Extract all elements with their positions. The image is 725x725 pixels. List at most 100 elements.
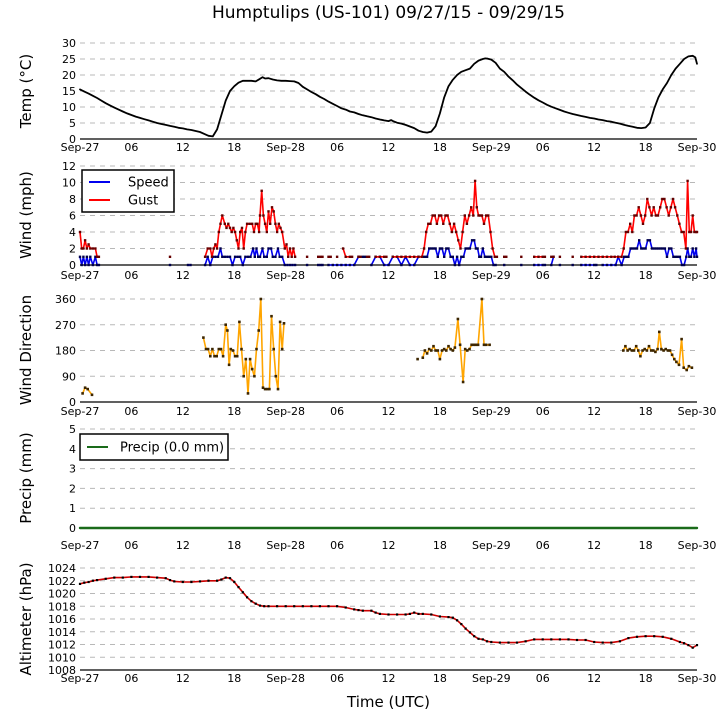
x-tick-label: Sep-30	[678, 672, 717, 685]
y-tick-label: 5	[69, 423, 76, 436]
x-tick-label: Sep-30	[678, 539, 717, 552]
y-tick-label: 2	[69, 243, 76, 256]
wind_direction-line	[81, 298, 693, 396]
y-tick-label: 10	[62, 101, 76, 114]
x-tick-label: 06	[124, 405, 138, 418]
xlabel-time-utc: Time (UTC)	[347, 693, 430, 711]
x-tick-label: Sep-30	[678, 269, 717, 282]
x-tick-label: 18	[639, 405, 653, 418]
x-tick-label: 12	[587, 672, 601, 685]
y-tick-label: 20	[62, 69, 76, 82]
x-tick-label: 06	[536, 141, 550, 154]
x-tick-label: 06	[330, 539, 344, 552]
ylabel-wind-direction: Wind Direction	[17, 294, 35, 406]
x-tick-label: 18	[639, 539, 653, 552]
x-tick-label: Sep-28	[266, 405, 305, 418]
x-tick-label: Sep-29	[472, 539, 511, 552]
x-tick-label: 12	[587, 141, 601, 154]
y-tick-label: 90	[62, 370, 76, 383]
x-tick-label: 12	[176, 141, 190, 154]
x-tick-label: Sep-28	[266, 141, 305, 154]
x-tick-label: Sep-30	[678, 141, 717, 154]
x-tick-label: 18	[639, 269, 653, 282]
x-tick-label: 12	[176, 269, 190, 282]
y-tick-label: 0	[69, 396, 76, 409]
x-tick-label: Sep-27	[61, 672, 100, 685]
panel-wind_direction: 0 90 180 270 360 Sep-27 06 12 18 Sep-28 06 12 18 Sep-…	[55, 293, 716, 418]
altimeter-markers	[78, 575, 699, 649]
y-tick-label: 8	[69, 193, 76, 206]
y-tick-label: 270	[55, 319, 76, 332]
y-tick-label: 0	[69, 259, 76, 272]
y-tick-label: 1024	[48, 562, 76, 575]
x-tick-label: 18	[227, 141, 241, 154]
chart-title: Humptulips (US-101) 09/27/15 - 09/29/15	[212, 3, 565, 23]
y-tick-label: 360	[55, 293, 76, 306]
precip-legend: Precip (0.0 mm)	[79, 433, 229, 461]
temp-line	[79, 54, 698, 138]
x-tick-label: Sep-27	[61, 405, 100, 418]
x-tick-label: 06	[330, 405, 344, 418]
y-tick-label: 0	[69, 133, 76, 146]
x-tick-label: 06	[124, 672, 138, 685]
y-tick-label: 10	[62, 177, 76, 190]
x-tick-label: 06	[330, 269, 344, 282]
x-tick-label: 06	[536, 539, 550, 552]
y-tick-label: 30	[62, 37, 76, 50]
x-tick-label: Sep-29	[472, 141, 511, 154]
y-tick-label: 1014	[48, 626, 76, 639]
ylabel-temp: Temp (°C)	[17, 53, 35, 129]
wind_direction-markers	[81, 297, 694, 397]
legend-box	[81, 169, 175, 213]
x-tick-label: Sep-29	[472, 405, 511, 418]
x-tick-label: 06	[536, 269, 550, 282]
x-tick-label: 18	[639, 141, 653, 154]
y-tick-label: 180	[55, 345, 76, 358]
y-tick-label: 15	[62, 85, 76, 98]
y-tick-label: 12	[62, 160, 76, 173]
wind-line	[79, 239, 698, 266]
x-tick-label: 12	[587, 269, 601, 282]
x-tick-label: 06	[124, 539, 138, 552]
x-tick-label: 06	[536, 672, 550, 685]
x-tick-label: 12	[176, 539, 190, 552]
x-tick-label: 18	[639, 672, 653, 685]
x-tick-label: 12	[176, 672, 190, 685]
x-tick-label: 18	[227, 539, 241, 552]
y-tick-label: 1018	[48, 600, 76, 613]
y-tick-label: 1020	[48, 588, 76, 601]
x-tick-label: Sep-28	[266, 269, 305, 282]
ylabel-wind: Wind (mph)	[17, 171, 35, 259]
y-tick-label: 1022	[48, 575, 76, 588]
x-tick-label: 06	[124, 141, 138, 154]
x-tick-label: 06	[330, 672, 344, 685]
x-tick-label: 12	[382, 672, 396, 685]
x-tick-label: 12	[587, 405, 601, 418]
x-tick-label: Sep-30	[678, 405, 717, 418]
legend-label: Gust	[128, 194, 158, 209]
x-tick-label: 12	[176, 405, 190, 418]
y-tick-label: 25	[62, 53, 76, 66]
panel-wind: 0 2 4 6 8 10 12 Sep-27 06 12 18 Sep-28 06 12 18 Sep-29 0…	[61, 160, 717, 282]
x-tick-label: 18	[227, 269, 241, 282]
y-tick-label: 1016	[48, 613, 76, 626]
x-tick-label: 12	[382, 405, 396, 418]
x-tick-label: 18	[433, 539, 447, 552]
y-tick-label: 1008	[48, 664, 76, 677]
y-tick-label: 6	[69, 210, 76, 223]
y-tick-label: 1012	[48, 639, 76, 652]
panel-temp: 0 5 10 15 20 25 30 Sep-27 06 12 18 Sep-28 06 12 18 Sep-…	[61, 37, 717, 154]
x-tick-label: Sep-27	[61, 141, 100, 154]
y-tick-label: 5	[69, 117, 76, 130]
altimeter-line	[79, 576, 698, 649]
x-tick-label: 12	[587, 539, 601, 552]
ylabel-altimeter: Altimeter (hPa)	[17, 562, 35, 676]
x-tick-label: 18	[227, 405, 241, 418]
x-tick-label: 18	[433, 672, 447, 685]
x-tick-label: 18	[433, 269, 447, 282]
ylabel-precip: Precip (mm)	[17, 432, 35, 524]
